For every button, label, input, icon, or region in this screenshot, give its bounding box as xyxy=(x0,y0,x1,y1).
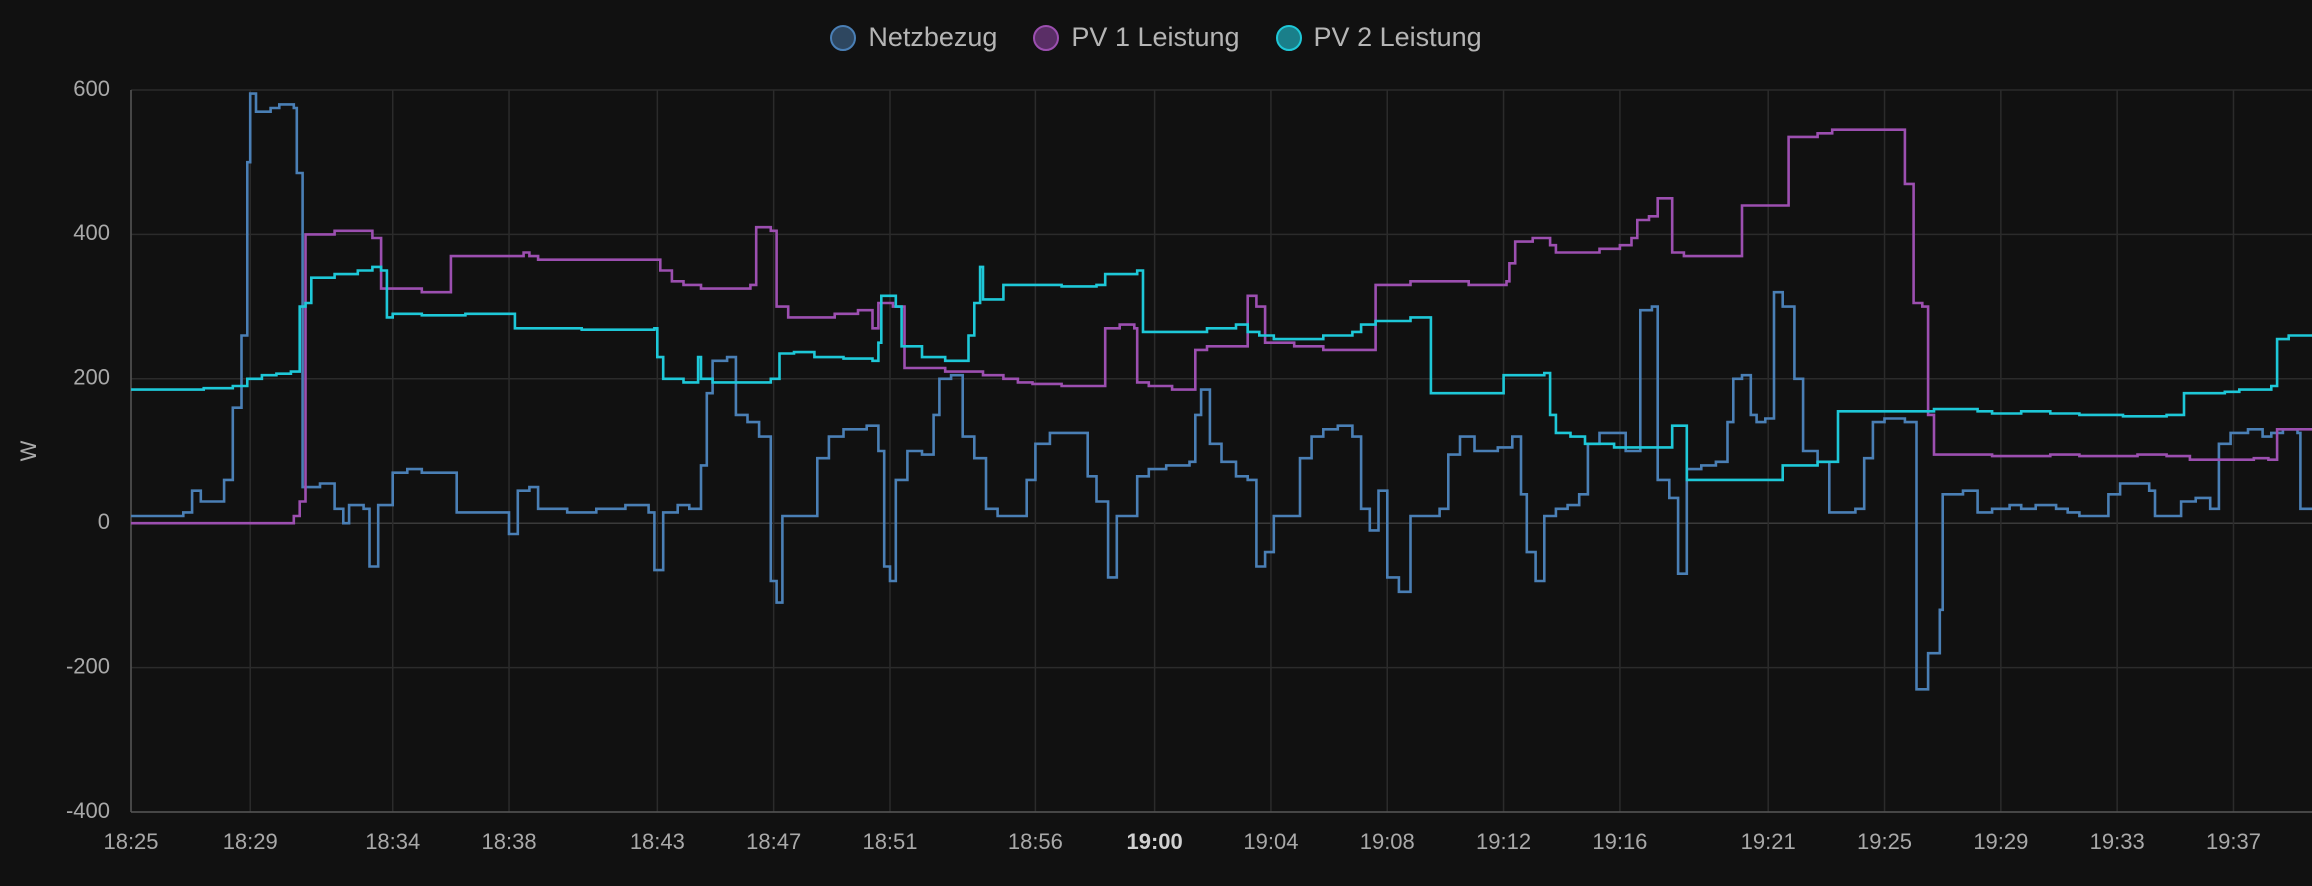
series-line-2 xyxy=(131,128,2312,525)
x-tick-label: 19:00 xyxy=(1126,829,1182,854)
x-tick-label: 18:56 xyxy=(1008,829,1063,854)
legend-swatch xyxy=(1275,24,1302,51)
x-tick-label: 18:29 xyxy=(223,829,278,854)
legend-item-1[interactable]: Netzbezug xyxy=(830,22,997,53)
legend-label: PV 1 Leistung xyxy=(1071,22,1240,52)
y-tick-label: 200 xyxy=(73,365,110,390)
x-tick-label: 18:38 xyxy=(482,829,537,854)
y-tick-label: 600 xyxy=(73,76,110,101)
x-tick-label: 19:21 xyxy=(1741,829,1796,854)
x-tick-label: 18:34 xyxy=(365,829,420,854)
chart-legend: Netzbezug PV 1 Leistung PV 2 Leistung xyxy=(0,22,2312,53)
y-tick-label: 0 xyxy=(98,509,110,534)
x-tick-label: 18:51 xyxy=(862,829,917,854)
x-tick-label: 19:16 xyxy=(1592,829,1647,854)
x-tick-label: 18:47 xyxy=(746,829,801,854)
x-tick-label: 19:37 xyxy=(2206,829,2261,854)
x-tick-label: 19:08 xyxy=(1360,829,1415,854)
series-line-3 xyxy=(131,265,2312,482)
legend-swatch xyxy=(830,24,857,51)
x-tick-label: 19:12 xyxy=(1476,829,1531,854)
legend-item-3[interactable]: PV 2 Leistung xyxy=(1275,22,1482,53)
x-tick-label: 19:33 xyxy=(2090,829,2145,854)
x-tick-label: 19:25 xyxy=(1857,829,1912,854)
series-line-1 xyxy=(131,92,2312,691)
x-tick-label: 19:04 xyxy=(1243,829,1298,854)
x-tick-label: 18:43 xyxy=(630,829,685,854)
x-tick-label: 19:29 xyxy=(1973,829,2028,854)
legend-item-2[interactable]: PV 1 Leistung xyxy=(1033,22,1240,53)
y-tick-label: -400 xyxy=(66,798,110,823)
x-tick-label: 18:25 xyxy=(103,829,158,854)
legend-swatch xyxy=(1033,24,1060,51)
legend-label: PV 2 Leistung xyxy=(1313,22,1482,52)
y-axis-title: W xyxy=(16,440,41,461)
legend-label: Netzbezug xyxy=(868,22,998,52)
y-tick-label: 400 xyxy=(73,220,110,245)
y-tick-label: -200 xyxy=(66,653,110,678)
